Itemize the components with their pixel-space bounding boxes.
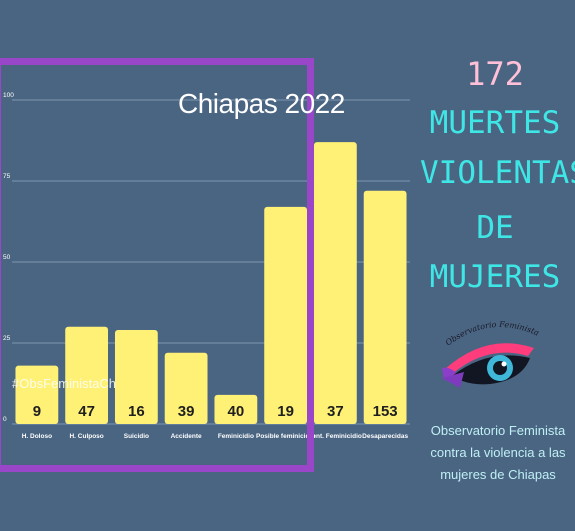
x-tick-label-2: Suicidio xyxy=(124,433,149,440)
x-tick-label-0: H. Doloso xyxy=(22,433,52,440)
bars xyxy=(15,142,407,424)
headline-line-2: VIOLENTAS xyxy=(420,155,575,191)
bar-label-3: 39 xyxy=(178,403,195,420)
bar-5 xyxy=(264,206,308,424)
headline-line-3: DE xyxy=(476,210,514,246)
bar-label-4: 40 xyxy=(228,403,245,420)
y-axis-ticks: 0 25 50 75 100 xyxy=(3,92,14,423)
bar-2 xyxy=(114,330,158,424)
svg-text:Observatorio Feminista de Chia: Observatorio Feminista de Chiapas xyxy=(438,318,541,348)
x-tick-label-6: Tent. Feminicidio xyxy=(309,433,362,440)
y-tick-label-4: 100 xyxy=(3,92,14,99)
headline-line-4: MUJERES xyxy=(429,259,561,295)
x-tick-label-5: Posible feminicidio xyxy=(256,433,315,440)
bar-label-2: 16 xyxy=(128,403,145,420)
y-tick-label-3: 75 xyxy=(3,173,11,180)
y-tick-label-2: 50 xyxy=(3,254,11,261)
x-axis-labels: H. Doloso H. Culposo Suicidio Accidente Femi… xyxy=(22,433,409,440)
eye-logo-icon: Observatorio Feminista de Chiapas xyxy=(438,318,541,388)
org-line-2: contra la violencia a las xyxy=(430,445,566,460)
bar-value-labels: 9 47 16 39 40 19 37 153 xyxy=(33,403,398,420)
x-tick-label-7: Desaparecidas xyxy=(362,433,408,440)
bar-3 xyxy=(164,352,208,424)
purple-frame xyxy=(0,58,314,472)
total-count: 172 xyxy=(466,55,524,93)
bar-label-5: 19 xyxy=(277,403,294,420)
y-tick-label-0: 0 xyxy=(3,416,7,423)
bar-label-7: 153 xyxy=(373,403,398,420)
y-tick-label-1: 25 xyxy=(3,335,11,342)
chart-title: Chiapas 2022 xyxy=(178,88,345,119)
org-line-1: Observatorio Feminista xyxy=(430,423,566,438)
hashtag-watermark: #ObsFeministaCh xyxy=(12,376,117,391)
bar-1 xyxy=(65,326,109,424)
logo-text: Observatorio Feminista de Chiapas xyxy=(438,318,541,348)
x-tick-label-4: Feminicidio xyxy=(218,433,254,440)
bar-4 xyxy=(214,394,258,424)
organization-caption: Observatorio Feminista contra la violenc… xyxy=(425,420,571,486)
x-tick-label-3: Accidente xyxy=(171,433,202,440)
bar-0 xyxy=(15,365,59,424)
bar-label-6: 37 xyxy=(327,403,344,420)
bar-6 xyxy=(313,142,357,424)
x-tick-label-1: H. Culposo xyxy=(69,433,103,440)
bar-label-0: 9 xyxy=(33,403,41,420)
org-line-3: mujeres de Chiapas xyxy=(440,467,556,482)
bar-7 xyxy=(363,190,407,424)
headline-line-1: MUERTES xyxy=(429,105,561,141)
bar-label-1: 47 xyxy=(78,403,95,420)
